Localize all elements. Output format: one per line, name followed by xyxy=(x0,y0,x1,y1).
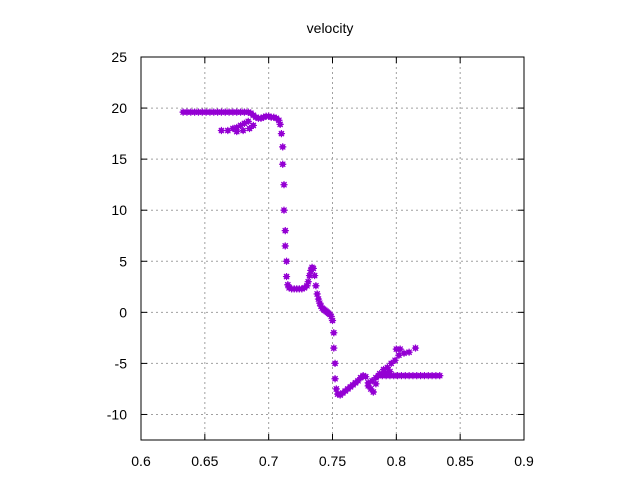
data-point xyxy=(194,108,203,116)
x-tick-label: 0.65 xyxy=(191,453,218,469)
data-point xyxy=(313,290,321,298)
data-point xyxy=(279,143,287,151)
data-point xyxy=(240,119,249,127)
data-point xyxy=(362,373,370,381)
data-point xyxy=(405,372,413,380)
data-point xyxy=(331,359,339,367)
data-point xyxy=(331,375,339,383)
data-point xyxy=(386,367,394,376)
data-point xyxy=(233,108,241,116)
data-point xyxy=(276,120,284,129)
y-tick-label: 25 xyxy=(111,49,127,65)
data-point xyxy=(202,108,210,116)
data-point xyxy=(249,121,257,130)
data-point xyxy=(428,372,436,380)
data-point xyxy=(372,374,380,382)
data-point xyxy=(432,372,440,380)
data-point xyxy=(411,344,420,352)
data-point xyxy=(282,272,291,281)
y-tick-label: 20 xyxy=(111,100,127,116)
chart-title: velocity xyxy=(307,20,354,36)
data-point xyxy=(416,372,425,380)
data-point xyxy=(330,329,338,337)
data-point xyxy=(233,123,241,132)
data-point xyxy=(332,385,340,393)
y-tick-label: 5 xyxy=(119,253,127,269)
data-point xyxy=(369,388,377,396)
x-tick-label: 0.9 xyxy=(514,453,534,469)
data-point xyxy=(394,372,402,380)
data-point xyxy=(395,351,403,359)
data-point xyxy=(328,316,337,325)
data-point xyxy=(405,348,413,356)
data-point xyxy=(217,108,226,116)
data-point xyxy=(400,349,408,357)
data-point xyxy=(312,282,320,290)
data-point xyxy=(210,108,218,116)
data-point xyxy=(409,372,417,380)
data-point xyxy=(221,108,229,116)
data-point xyxy=(413,372,421,380)
x-tick-label: 0.8 xyxy=(387,453,407,469)
x-axis: 0.6 0.65 0.7 0.75 0.8 0.85 0.9 xyxy=(131,57,534,469)
data-point xyxy=(240,108,249,116)
data-point xyxy=(309,264,317,273)
data-point xyxy=(304,278,312,286)
data-point xyxy=(233,127,241,136)
data-point xyxy=(376,370,384,378)
data-point xyxy=(392,345,400,353)
x-tick-label: 0.75 xyxy=(319,453,346,469)
data-point xyxy=(277,130,286,138)
data-point xyxy=(420,372,429,380)
data-point xyxy=(280,181,288,189)
data-point xyxy=(305,271,314,280)
y-tick-label: -10 xyxy=(107,406,127,422)
data-point xyxy=(381,368,389,377)
x-tick-label: 0.85 xyxy=(447,453,474,469)
data-point xyxy=(383,363,391,372)
data-point xyxy=(311,271,319,280)
data-point xyxy=(282,257,291,265)
data-point xyxy=(330,344,338,352)
data-point xyxy=(396,345,404,353)
data-point xyxy=(386,372,394,380)
data-point xyxy=(198,108,206,116)
data-point xyxy=(191,108,199,116)
data-point xyxy=(217,126,226,135)
data-point xyxy=(364,382,372,390)
data-point xyxy=(424,372,432,380)
data-point xyxy=(391,356,399,364)
data-point xyxy=(179,108,187,116)
data-point xyxy=(225,108,233,116)
data-point xyxy=(187,108,195,116)
y-tick-label: 10 xyxy=(111,202,127,218)
y-axis: -10 -5 0 5 10 15 20 25 xyxy=(107,49,524,422)
data-point xyxy=(236,108,245,116)
data-point xyxy=(214,108,222,116)
data-point xyxy=(401,372,409,380)
data-point xyxy=(281,227,289,235)
data-point xyxy=(206,108,214,116)
data-point xyxy=(239,126,247,135)
data-point xyxy=(280,206,288,214)
data-point xyxy=(436,372,444,380)
y-tick-label: -5 xyxy=(115,355,128,371)
data-point xyxy=(229,108,237,116)
y-tick-label: 0 xyxy=(119,304,127,320)
data-point xyxy=(397,372,406,380)
data-point xyxy=(236,121,245,130)
data-point xyxy=(224,126,232,135)
y-tick-label: 15 xyxy=(111,151,127,167)
data-point xyxy=(390,372,398,380)
data-point xyxy=(183,108,191,116)
data-point xyxy=(281,242,289,250)
x-tick-label: 0.7 xyxy=(259,453,279,469)
data-points xyxy=(179,108,444,399)
data-point xyxy=(279,160,287,168)
x-tick-label: 0.6 xyxy=(131,453,151,469)
data-point xyxy=(244,117,252,125)
